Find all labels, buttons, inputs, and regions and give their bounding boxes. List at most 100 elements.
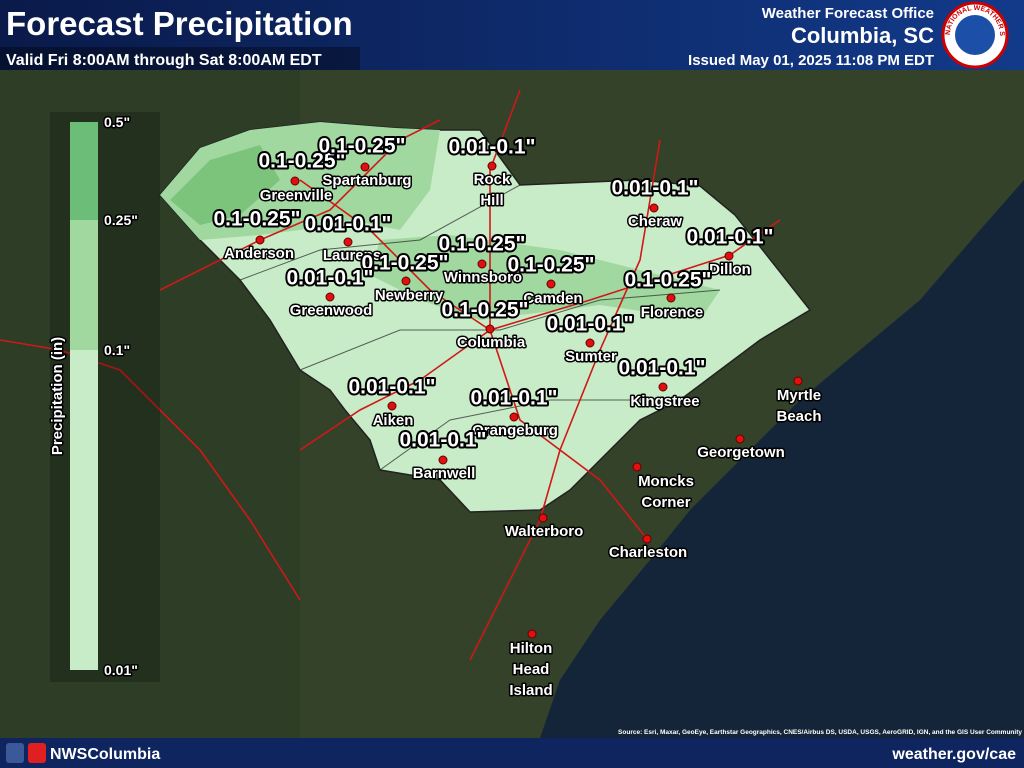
city-dot — [438, 455, 448, 465]
header-bar — [0, 0, 1024, 70]
precip-label: 0.1-0.25" — [258, 150, 345, 173]
city-label: Barnwell — [413, 465, 476, 482]
logo-inner — [955, 15, 995, 55]
city-label: Island — [509, 682, 552, 699]
city-label: Aiken — [373, 412, 414, 429]
city-dot — [487, 161, 497, 171]
city-label: Greenville — [260, 187, 333, 204]
facebook-icon — [6, 743, 24, 763]
legend-swatch — [70, 220, 98, 350]
city-dot — [290, 176, 300, 186]
city-label: Rock — [474, 171, 511, 188]
precip-label: 0.01-0.1" — [611, 177, 698, 200]
city-dot — [509, 412, 519, 422]
city-label: Charleston — [609, 544, 687, 561]
city-dot — [325, 292, 335, 302]
city-dot — [649, 203, 659, 213]
city-label: Columbia — [457, 334, 526, 351]
city-label: Cheraw — [628, 213, 683, 230]
city-dot — [387, 401, 397, 411]
city-dot — [527, 629, 537, 639]
footer-bar — [0, 738, 1024, 768]
city-label: Winnsboro — [444, 269, 522, 286]
city-label: Anderson — [224, 245, 294, 262]
road — [299, 329, 491, 451]
city-label: Georgetown — [697, 444, 785, 461]
city-dot — [632, 462, 642, 472]
precip-label: 0.01-0.1" — [686, 226, 773, 249]
county-line — [239, 184, 521, 281]
legend-title: Precipitation (in) — [49, 337, 66, 455]
city-dot — [735, 434, 745, 444]
county-line — [379, 399, 680, 471]
city-dot — [538, 513, 548, 523]
precip-label: 0.1-0.25" — [438, 233, 525, 256]
city-dot — [477, 259, 487, 269]
precip-label: 0.01-0.1" — [399, 429, 486, 452]
city-label: Myrtle — [777, 387, 821, 404]
city-label: Corner — [641, 494, 690, 511]
source: Source: Esri, Maxar, GeoEye, Earthstar G… — [618, 729, 1022, 736]
city-dot — [724, 251, 734, 261]
city-label: Hilton — [510, 640, 553, 657]
legend-swatch — [70, 350, 98, 670]
legend-label: 0.01" — [104, 662, 138, 678]
precip-label: 0.01-0.1" — [348, 376, 435, 399]
amount-zone — [170, 145, 280, 225]
road — [0, 339, 301, 601]
subtitle: Valid Fri 8:00AM through Sat 8:00AM EDT — [6, 52, 322, 69]
city-dot — [255, 235, 265, 245]
precip-label: 0.01-0.1" — [304, 213, 391, 236]
city-dot — [642, 534, 652, 544]
city-label: Florence — [641, 304, 704, 321]
precip-label: 0.1-0.25" — [318, 135, 405, 158]
city-label: Sumter — [565, 348, 617, 365]
city-label: Newberry — [375, 287, 444, 304]
city-dot — [343, 237, 353, 247]
legend-box — [50, 112, 160, 682]
legend-label: 0.25" — [104, 212, 138, 228]
city-dot — [658, 382, 668, 392]
city-label: Laurens — [323, 247, 381, 264]
social: NWSColumbia — [50, 746, 160, 763]
road — [159, 119, 441, 291]
city-dot — [585, 338, 595, 348]
precip-label: 0.01-0.1" — [286, 267, 373, 290]
city-label: Spartanburg — [322, 172, 411, 189]
city-dot — [793, 376, 803, 386]
issued: Issued May 01, 2025 11:08 PM EDT — [688, 52, 934, 69]
city-label: Orangeburg — [472, 422, 558, 439]
city-label: Hill — [480, 192, 503, 209]
precip-label: 0.01-0.1" — [448, 136, 535, 159]
city-label: Kingstree — [630, 393, 699, 410]
precip-label: 0.1-0.25" — [507, 254, 594, 277]
city-label: Dillon — [709, 261, 751, 278]
city-dot — [485, 324, 495, 334]
city-label: Camden — [523, 290, 582, 307]
city-dot — [546, 279, 556, 289]
city-label: Head — [513, 661, 550, 678]
legend-label: 0.1" — [104, 342, 130, 358]
road — [489, 329, 648, 540]
precip-label: 0.1-0.25" — [624, 269, 711, 292]
city-label: Walterboro — [505, 523, 584, 540]
county-line — [299, 289, 721, 371]
office: Weather Forecast Office — [762, 5, 934, 22]
precip-label: 0.1-0.25" — [213, 208, 300, 231]
youtube-icon — [28, 743, 46, 763]
precip-label: 0.01-0.1" — [618, 357, 705, 380]
title: Forecast Precipitation — [6, 5, 353, 42]
location: Columbia, SC — [791, 23, 934, 48]
subtitle-band — [0, 47, 360, 70]
precip-label: 0.1-0.25" — [441, 299, 528, 322]
precip-label: 0.1-0.25" — [361, 252, 448, 275]
city-dot — [666, 293, 676, 303]
precip-label: 0.01-0.1" — [546, 313, 633, 336]
city-dot — [401, 276, 411, 286]
amount-zone — [370, 235, 720, 320]
ocean — [540, 180, 1024, 738]
legend-label: 0.5" — [104, 114, 130, 130]
city-dot — [360, 162, 370, 172]
city-label: Moncks — [638, 473, 694, 490]
